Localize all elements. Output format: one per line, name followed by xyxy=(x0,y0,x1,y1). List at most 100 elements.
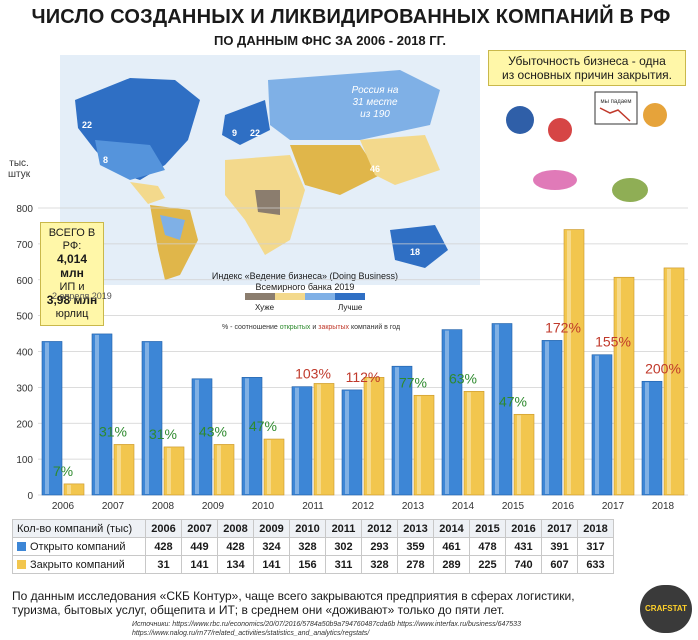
table-opened-2017: 391 xyxy=(541,537,578,556)
table-year-2015: 2015 xyxy=(469,519,506,538)
table-opened-label: Открыто компаний xyxy=(12,537,146,556)
map-africa-central xyxy=(255,190,280,215)
bar-highlight xyxy=(45,342,49,494)
x-axis-ticks: 2006 2007 2008 2009 2010 2011 2012 2013 2014 2015… xyxy=(52,501,675,512)
cartoon-figure-2 xyxy=(548,118,572,142)
table-closed-label: Закрыто компаний xyxy=(12,555,146,574)
ratio-label-2006: 7% xyxy=(53,463,73,479)
chart-bars xyxy=(41,229,685,496)
x-tick-label-2009: 2009 xyxy=(202,501,225,512)
y-tick-label: 400 xyxy=(16,348,33,359)
bar-highlight xyxy=(67,484,71,494)
table-year-2010: 2010 xyxy=(289,519,326,538)
bar-closed-2010 xyxy=(263,438,285,496)
map-label-china: 46 xyxy=(370,164,380,174)
bar-closed-2012 xyxy=(363,377,385,496)
y-tick-label: 600 xyxy=(16,276,33,287)
map-south-america xyxy=(150,205,198,280)
map-label-europe-1: 9 xyxy=(232,128,237,138)
bar-highlight xyxy=(667,268,671,494)
y-tick-label: 800 xyxy=(16,204,33,215)
world-map: 22 8 9 22 46 18 Россия на 31 месте из 19… xyxy=(60,55,480,312)
table-row-opened: Открыто компаний 428 449 428 324 328 302 293 35… xyxy=(12,537,614,556)
bar-opened-2017 xyxy=(591,354,613,496)
bar-highlight xyxy=(195,379,199,494)
table-row-closed: Закрыто компаний 31 141 134 141 156 311 328 278… xyxy=(12,555,614,574)
totals-line3: ИП и xyxy=(59,281,85,293)
table-year-2014: 2014 xyxy=(433,519,470,538)
cartoon-sign-text: мы падаем xyxy=(601,99,632,105)
table-closed-2007: 141 xyxy=(181,555,218,574)
bar-highlight xyxy=(567,230,571,494)
bar-opened-2013 xyxy=(391,365,413,496)
bar-opened-2014 xyxy=(441,329,463,496)
table-closed-2006: 31 xyxy=(145,555,182,574)
ratio-label-2007: 31% xyxy=(99,423,127,439)
totals-date: 2 апреля 2019 xyxy=(52,291,112,301)
table-year-2013: 2013 xyxy=(397,519,434,538)
map-australia xyxy=(390,225,448,268)
map-middle-asia xyxy=(290,145,380,195)
x-tick-label-2006: 2006 xyxy=(52,501,75,512)
ratio-label-2015: 47% xyxy=(499,393,527,409)
bar-highlight xyxy=(417,396,421,494)
bar-highlight xyxy=(117,445,121,494)
bar-highlight xyxy=(345,390,349,494)
bar-highlight xyxy=(145,342,149,494)
ratio-labels: 7% 31% 31% 43% 47% 103% 112% 77% 63% 47% 172% 155% 2… xyxy=(53,319,681,479)
crafstat-logo: CRAFSTAT xyxy=(640,585,692,633)
cartoon-figure-1 xyxy=(506,106,534,134)
pct-legend-opened: открытых xyxy=(280,324,311,331)
table-closed-2011: 311 xyxy=(325,555,362,574)
ratio-label-2012: 112% xyxy=(346,369,381,385)
map-central-america xyxy=(130,182,165,204)
map-label-usa: 8 xyxy=(103,155,108,165)
bar-opened-2008 xyxy=(141,341,163,496)
y-tick-label: 100 xyxy=(16,455,33,466)
table-opened-2015: 478 xyxy=(469,537,506,556)
cartoon-sign-graph xyxy=(599,107,631,122)
table-year-2012: 2012 xyxy=(361,519,398,538)
ratio-label-2011: 103% xyxy=(295,366,331,382)
cartoon-falling-businessmen: мы падаем xyxy=(506,91,667,202)
map-label-australia: 18 xyxy=(410,247,420,257)
table-closed-2008: 134 xyxy=(217,555,254,574)
map-europe xyxy=(222,100,270,145)
table-closed-2015: 225 xyxy=(469,555,506,574)
bar-closed-2008 xyxy=(163,446,185,496)
bar-highlight xyxy=(395,367,399,494)
pct-legend-prefix: % - соотношение xyxy=(222,324,280,331)
callout-line1: Убыточность бизнеса - одна xyxy=(508,54,666,68)
bar-highlight xyxy=(267,440,271,494)
x-tick-label-2011: 2011 xyxy=(302,501,324,512)
ratio-label-2013: 77% xyxy=(399,374,427,390)
y-tick-label: 0 xyxy=(27,491,33,502)
bar-opened-2006 xyxy=(41,341,63,496)
bar-opened-2007 xyxy=(91,333,113,496)
bar-highlight xyxy=(95,334,99,494)
pct-legend-closed: закрытых xyxy=(318,324,349,331)
cartoon-figure-4 xyxy=(533,170,577,190)
bar-closed-2015 xyxy=(513,413,535,496)
bar-closed-2009 xyxy=(213,444,235,496)
table-year-2008: 2008 xyxy=(217,519,254,538)
bar-opened-2015 xyxy=(491,323,513,496)
y-tick-label: 500 xyxy=(16,312,33,323)
footer-text: По данным исследования «СКБ Контур», чащ… xyxy=(12,589,575,617)
bar-closed-2011 xyxy=(313,383,335,496)
map-legend-worse: Хуже xyxy=(255,303,275,312)
table-closed-2014: 289 xyxy=(433,555,470,574)
bar-opened-2016 xyxy=(541,340,563,496)
y-axis-ticks: 0 100 200 300 400 500 600 700 800 xyxy=(16,204,33,502)
map-legend-swatch-worst xyxy=(245,293,275,300)
bar-closed-2014 xyxy=(463,391,485,496)
table-opened-2010: 328 xyxy=(289,537,326,556)
bar-highlight xyxy=(317,384,321,494)
table-opened-2007: 449 xyxy=(181,537,218,556)
bar-opened-2018 xyxy=(641,380,663,496)
ratio-label-2017: 155% xyxy=(595,334,631,350)
x-tick-label-2016: 2016 xyxy=(552,501,575,512)
table-opened-2014: 461 xyxy=(433,537,470,556)
ratio-label-2018: 200% xyxy=(645,360,681,376)
